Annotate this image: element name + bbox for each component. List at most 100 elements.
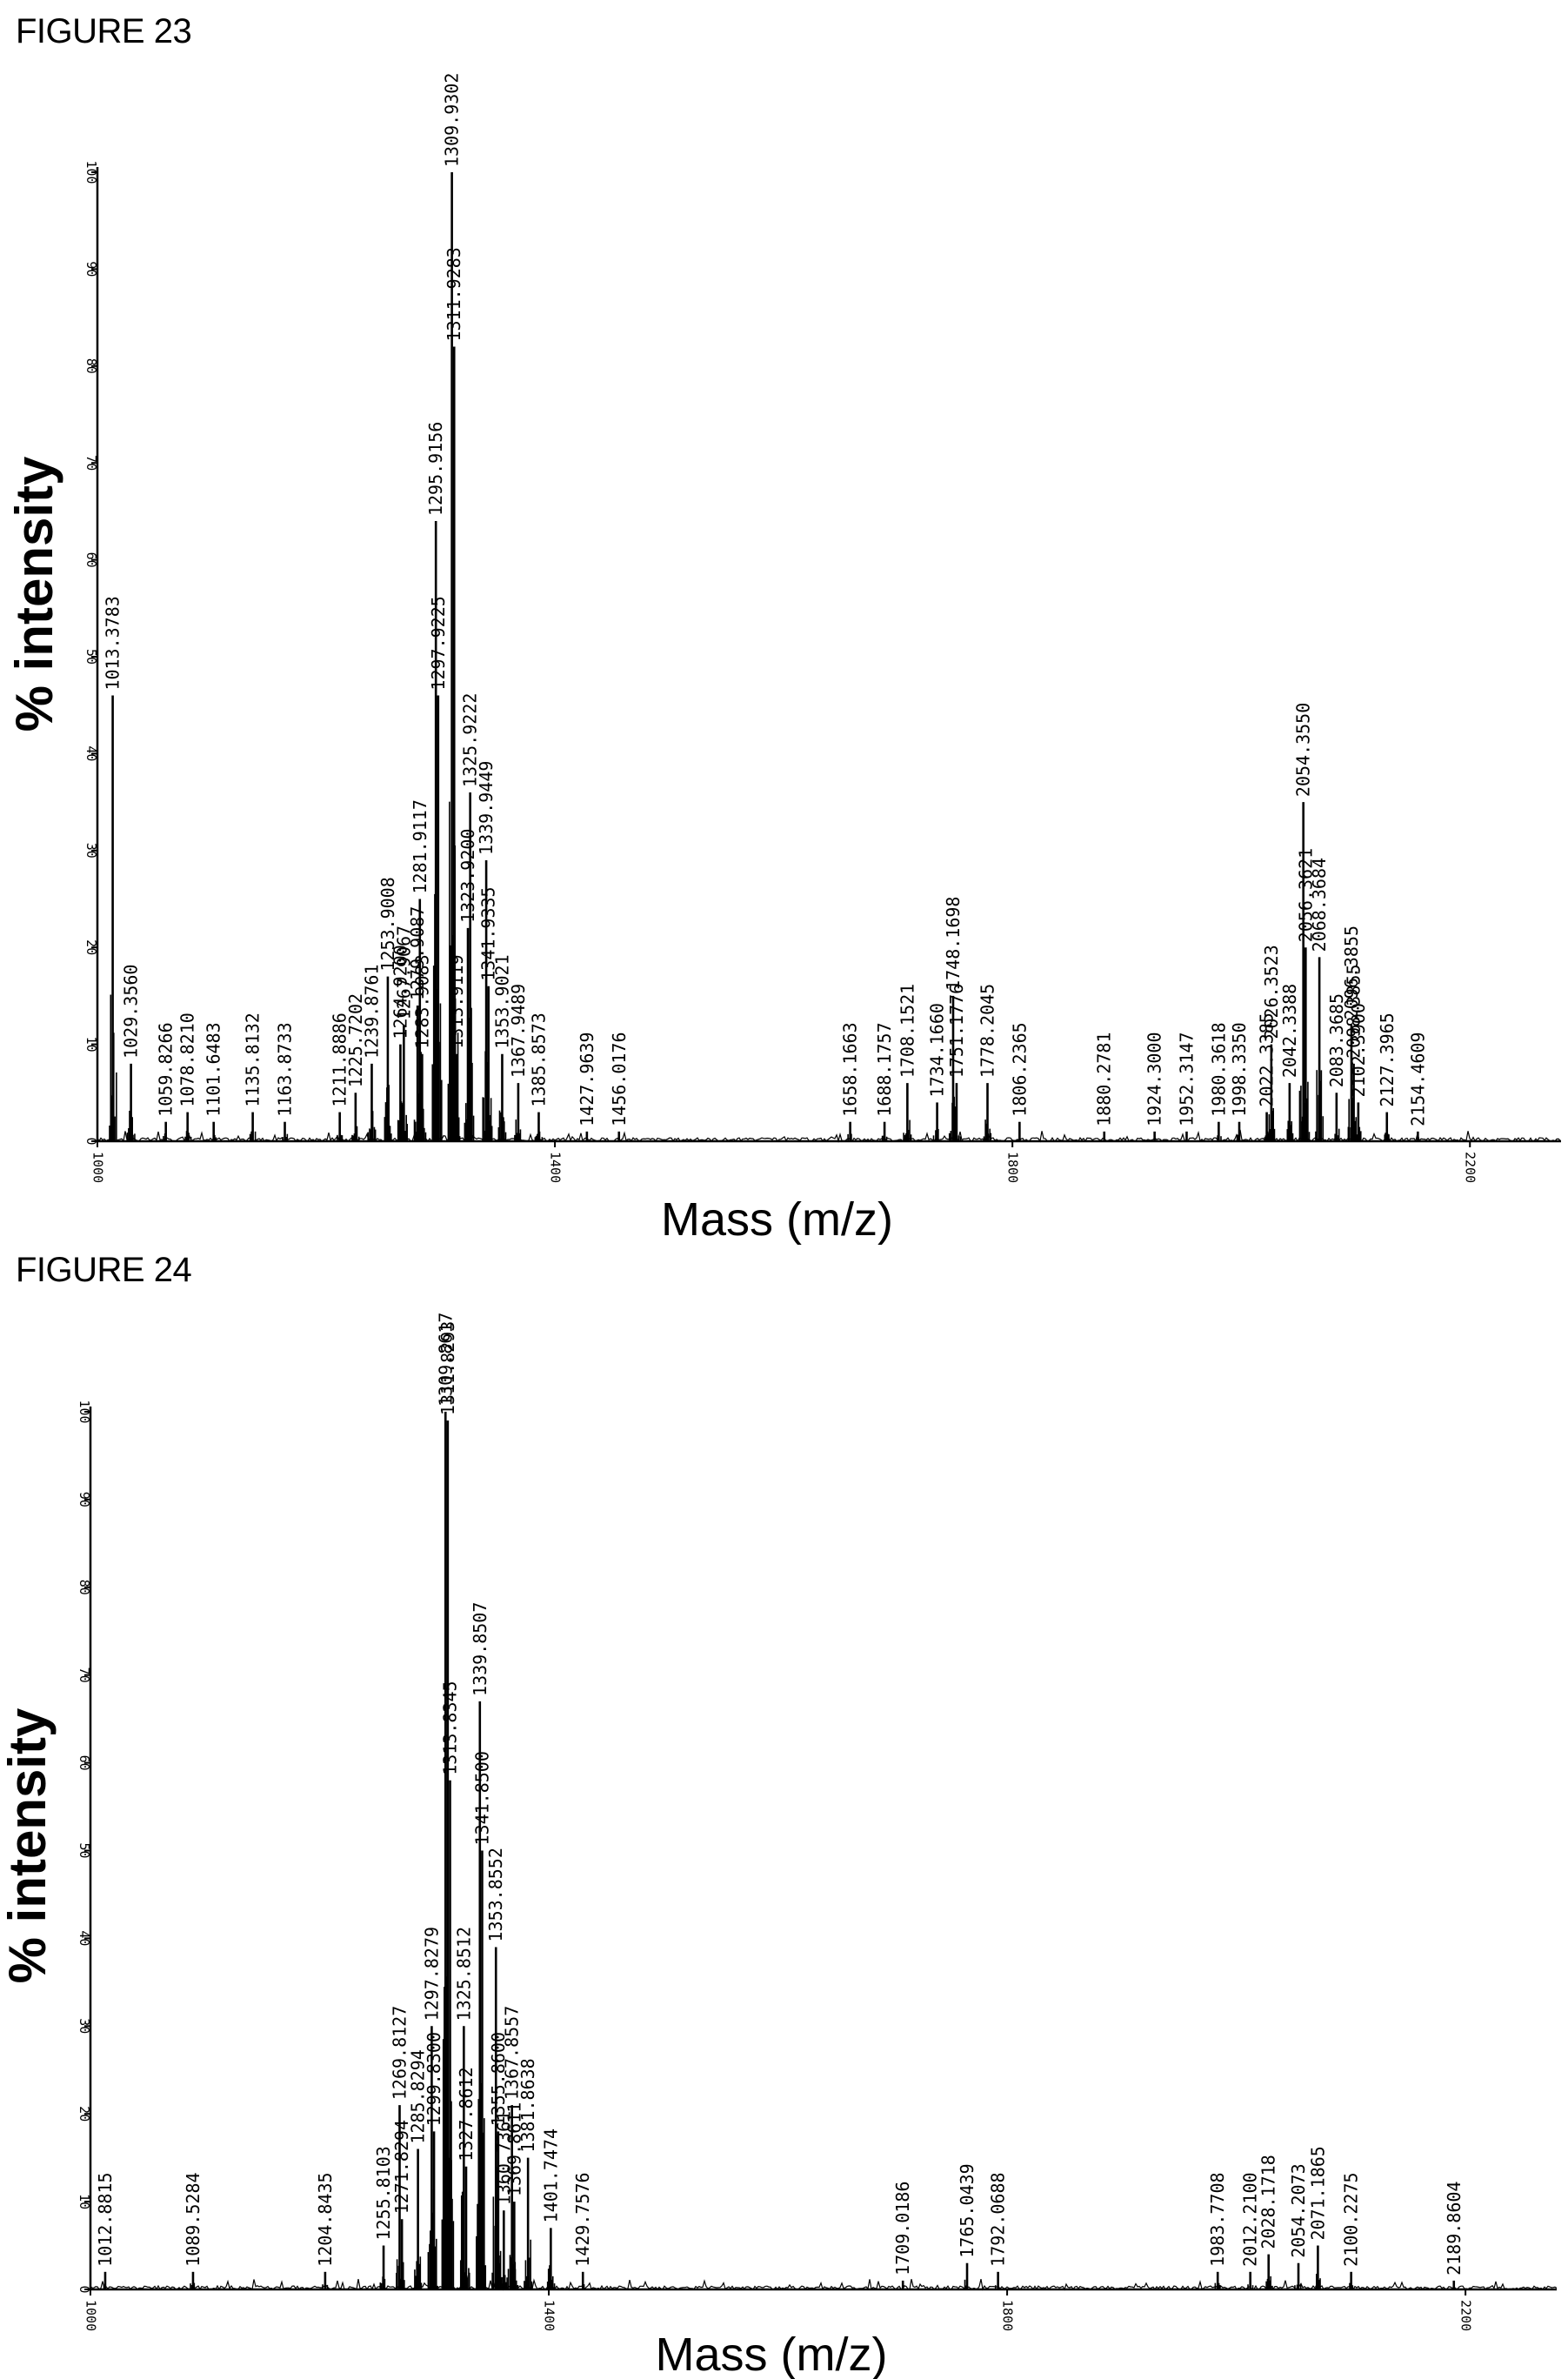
y-tick-label: 60 bbox=[77, 1755, 92, 1771]
peak-label: 2068.3684 bbox=[1309, 858, 1330, 952]
peak-label: 1353.8552 bbox=[485, 1848, 506, 1941]
peak-label: 1353.9021 bbox=[491, 954, 512, 1048]
peak-label: 1313.9119 bbox=[446, 954, 467, 1048]
peak-label: 1688.1757 bbox=[874, 1022, 895, 1116]
peak-label: 2071.1865 bbox=[1307, 2146, 1328, 2240]
peak-label: 1281.9117 bbox=[410, 799, 430, 893]
peak-label: 1285.8294 bbox=[408, 2049, 429, 2143]
y-tick-label: 70 bbox=[83, 455, 99, 471]
peak-label: 1708.1521 bbox=[897, 984, 917, 1078]
x-tick-label: 1800 bbox=[1000, 2300, 1016, 2331]
peak-label: 1078.8210 bbox=[177, 1012, 198, 1106]
plot-area: 0 10 20 30 40 50 60 70 80 90 100 1000 1400 1800 2200 10… bbox=[0, 1313, 1558, 2379]
peak-label: 1952.3147 bbox=[1176, 1032, 1197, 1126]
peak-label: 1360.7361 bbox=[493, 2111, 514, 2205]
peak-label: 2054.3550 bbox=[1293, 703, 1314, 797]
x-tick-label: 1000 bbox=[90, 1152, 106, 1183]
peak-label: 2054.2073 bbox=[1288, 2163, 1309, 2257]
y-tick-label: 40 bbox=[83, 745, 99, 761]
peak-label: 1029.3560 bbox=[121, 965, 142, 1059]
peak-label: 1311.8293 bbox=[437, 1321, 458, 1415]
peak-label: 1658.1663 bbox=[840, 1022, 861, 1116]
peak-label: 1163.8733 bbox=[275, 1022, 296, 1116]
peak-label: 1225.7202 bbox=[345, 993, 366, 1087]
peak-label: 2102.3900 bbox=[1348, 1003, 1369, 1097]
y-tick-label: 50 bbox=[83, 649, 99, 665]
x-tick-label: 2200 bbox=[1458, 2300, 1474, 2331]
peak-label: 1341.8500 bbox=[471, 1751, 492, 1845]
peak-label: 2127.3965 bbox=[1377, 1012, 1398, 1106]
peak-label: 1381.8638 bbox=[517, 2058, 538, 2152]
peak-label: 1880.2781 bbox=[1094, 1032, 1115, 1126]
peak-label: 1264.9200 bbox=[390, 945, 410, 1039]
peak-label: 1367.9489 bbox=[508, 984, 529, 1078]
y-tick-label: 80 bbox=[77, 1580, 92, 1595]
y-tick-label: 30 bbox=[83, 843, 99, 859]
y-tick-label: 0 bbox=[77, 2285, 92, 2293]
y-tick-label: 50 bbox=[77, 1842, 92, 1858]
peak-label: 1271.8294 bbox=[391, 2120, 412, 2214]
x-axis-title: Mass (m/z) bbox=[661, 1193, 893, 1246]
peak-label: 1456.0176 bbox=[609, 1032, 630, 1126]
y-tick-label: 80 bbox=[83, 358, 99, 374]
peak-label: 2096.3855 bbox=[1341, 926, 1362, 1019]
y-tick-label: 10 bbox=[83, 1037, 99, 1053]
peak-label: 2042.3388 bbox=[1279, 984, 1300, 1078]
peak-label: 1709.0186 bbox=[892, 2182, 913, 2275]
peak-label: 1269.8127 bbox=[390, 2006, 410, 2100]
peak-label: 2154.4609 bbox=[1407, 1032, 1428, 1126]
y-tick-label: 40 bbox=[77, 1930, 92, 1946]
y-tick-label: 100 bbox=[83, 160, 99, 184]
x-tick-label: 1400 bbox=[548, 1152, 564, 1183]
peak-label: 1367.8557 bbox=[502, 2006, 523, 2100]
y-tick-label: 20 bbox=[77, 2106, 92, 2122]
peak-label: 1059.8266 bbox=[156, 1022, 177, 1116]
peak-label: 1355.8600 bbox=[488, 2032, 509, 2126]
peak-label: 1211.8886 bbox=[330, 1012, 350, 1106]
peak-label: 1327.8612 bbox=[456, 2067, 477, 2161]
peak-label: 1283.9083 bbox=[411, 954, 432, 1048]
peak-label: 1323.9200 bbox=[457, 829, 478, 923]
peak-label: 1313.8345 bbox=[440, 1681, 461, 1774]
peak-label: 1427.9639 bbox=[577, 1032, 597, 1126]
peak-label: 2056.3621 bbox=[1295, 848, 1316, 942]
peak-label: 1309.9302 bbox=[442, 73, 463, 167]
peak-label: 1778.2045 bbox=[977, 984, 998, 1078]
peak-label: 1339.8507 bbox=[470, 1602, 490, 1696]
peak-label: 1341.9335 bbox=[478, 886, 499, 980]
plot-area: 0 10 20 30 40 50 60 70 80 90 100 1000 1400 1800 2200 10… bbox=[5, 73, 1561, 1246]
peak-label: 2012.2100 bbox=[1240, 2172, 1261, 2266]
peak-label: 1012.8815 bbox=[95, 2172, 116, 2266]
figure-23-spectrum-chart: 0 10 20 30 40 50 60 70 80 90 100 1000 1400 1800 2200 10… bbox=[5, 73, 1561, 1246]
peak-label: 1751.1776 bbox=[946, 984, 967, 1078]
peak-label: 2100.2275 bbox=[1341, 2172, 1362, 2266]
peak-label: 1135.8132 bbox=[243, 1012, 264, 1106]
y-tick-label: 10 bbox=[77, 2194, 92, 2209]
x-tick-label: 1000 bbox=[83, 2300, 99, 2331]
peak-label: 1299.8300 bbox=[424, 2032, 444, 2126]
peak-label: 2098.3855 bbox=[1344, 965, 1364, 1059]
peak-label: 1013.3783 bbox=[103, 596, 123, 690]
peak-label: 1297.9225 bbox=[428, 596, 449, 690]
peak-label: 1297.8279 bbox=[421, 1927, 442, 2021]
y-tick-label: 60 bbox=[83, 552, 99, 568]
y-axis-title: % intensity bbox=[5, 456, 63, 732]
peak-label: 1429.7576 bbox=[572, 2172, 593, 2266]
x-tick-label: 1800 bbox=[1005, 1152, 1021, 1183]
peak-label: 1267.9067 bbox=[393, 926, 414, 1019]
y-tick-label: 0 bbox=[83, 1137, 99, 1145]
peak-label: 1983.7708 bbox=[1207, 2172, 1228, 2266]
y-tick-label: 20 bbox=[83, 939, 99, 955]
peak-label: 2022.3385 bbox=[1257, 1012, 1278, 1106]
peak-label: 1369.8611 bbox=[504, 2102, 524, 2196]
peak-label: 1255.8103 bbox=[373, 2146, 394, 2240]
y-tick-label: 70 bbox=[77, 1667, 92, 1683]
peak-label: 1924.3000 bbox=[1144, 1032, 1165, 1126]
peak-label: 1325.8512 bbox=[453, 1927, 474, 2021]
peak-label: 2028.1718 bbox=[1258, 2155, 1279, 2249]
y-tick-label: 90 bbox=[77, 1492, 92, 1507]
x-tick-label: 2200 bbox=[1463, 1152, 1478, 1183]
y-tick-label: 90 bbox=[83, 261, 99, 277]
peak-label: 1239.8761 bbox=[361, 965, 382, 1059]
